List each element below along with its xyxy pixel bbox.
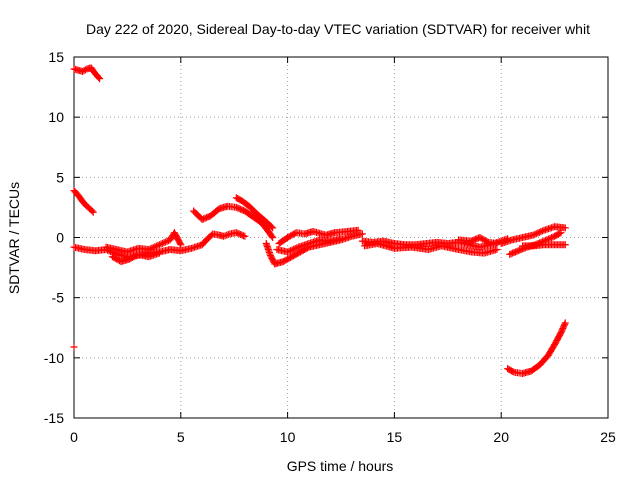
data-point	[155, 241, 163, 249]
data-point	[223, 231, 231, 239]
data-point	[221, 232, 229, 240]
x-tick-label: 0	[70, 429, 78, 445]
data-point	[177, 241, 185, 249]
data-point	[358, 230, 366, 238]
data-point	[89, 208, 97, 216]
data-point	[149, 243, 157, 251]
data-point	[546, 234, 554, 242]
data-point	[483, 238, 491, 246]
data-point	[354, 226, 362, 234]
data-point	[561, 319, 569, 327]
y-tick-label: -5	[52, 290, 65, 306]
y-tick-label: 0	[56, 230, 64, 246]
data-point	[269, 234, 277, 241]
data-point	[293, 244, 301, 252]
data-point	[284, 248, 292, 256]
data-point	[239, 232, 247, 240]
data-point	[538, 227, 546, 235]
data-point	[288, 246, 296, 254]
x-axis-label: GPS time / hours	[287, 458, 394, 474]
data-point	[96, 75, 104, 83]
data-point	[509, 368, 517, 376]
data-point	[290, 245, 298, 253]
y-tick-label: 15	[48, 49, 64, 65]
data-point	[148, 244, 156, 252]
data-point	[337, 235, 345, 243]
data-point	[154, 241, 162, 249]
data-point	[548, 234, 556, 242]
data-point	[291, 245, 299, 253]
data-point	[557, 229, 565, 237]
data-point	[88, 207, 96, 215]
data-point	[152, 242, 160, 250]
data-point	[176, 239, 184, 247]
data-point	[285, 247, 293, 255]
x-tick-label: 20	[493, 429, 509, 445]
grid	[74, 57, 608, 418]
data-point	[561, 241, 569, 249]
data-point	[493, 246, 501, 254]
data-point	[531, 230, 539, 238]
data-point	[162, 238, 170, 246]
data-point	[529, 231, 537, 239]
data-point	[537, 228, 545, 236]
y-tick-label: 10	[48, 109, 64, 125]
x-tick-label: 10	[280, 429, 296, 445]
data-point	[561, 320, 569, 328]
data-point	[158, 239, 166, 247]
data-point	[146, 245, 154, 253]
axis-ticks: 0 5 10 15 20 25 -15 -10 -5 0 5 10 15	[44, 49, 616, 445]
x-tick-label: 5	[177, 429, 185, 445]
x-tick-label: 15	[387, 429, 403, 445]
data-point	[269, 224, 277, 232]
data-point	[268, 232, 276, 240]
y-axis-label: SDTVAR / TECUs	[6, 182, 22, 294]
data-point	[267, 223, 275, 231]
data-point	[556, 229, 564, 237]
data-point	[155, 249, 163, 257]
y-tick-label: -10	[44, 350, 64, 366]
y-tick-label: 5	[56, 169, 64, 185]
y-tick-label: -15	[44, 410, 64, 426]
data-point	[287, 247, 295, 255]
data-point	[532, 230, 540, 238]
data-point	[160, 239, 168, 247]
x-tick-label: 25	[600, 429, 616, 445]
data-point	[561, 224, 569, 232]
data-point	[241, 232, 249, 240]
data-point	[534, 229, 542, 237]
data-point	[224, 230, 232, 238]
data-point	[535, 228, 543, 236]
data-point	[163, 237, 171, 245]
data-point	[95, 73, 103, 81]
data-point	[145, 246, 153, 254]
chart-title: Day 222 of 2020, Sidereal Day-to-day VTE…	[86, 21, 590, 37]
data-point	[151, 243, 159, 251]
data-series	[70, 64, 569, 377]
data-point	[220, 232, 228, 240]
data-point	[157, 240, 165, 248]
data-point	[70, 343, 78, 351]
